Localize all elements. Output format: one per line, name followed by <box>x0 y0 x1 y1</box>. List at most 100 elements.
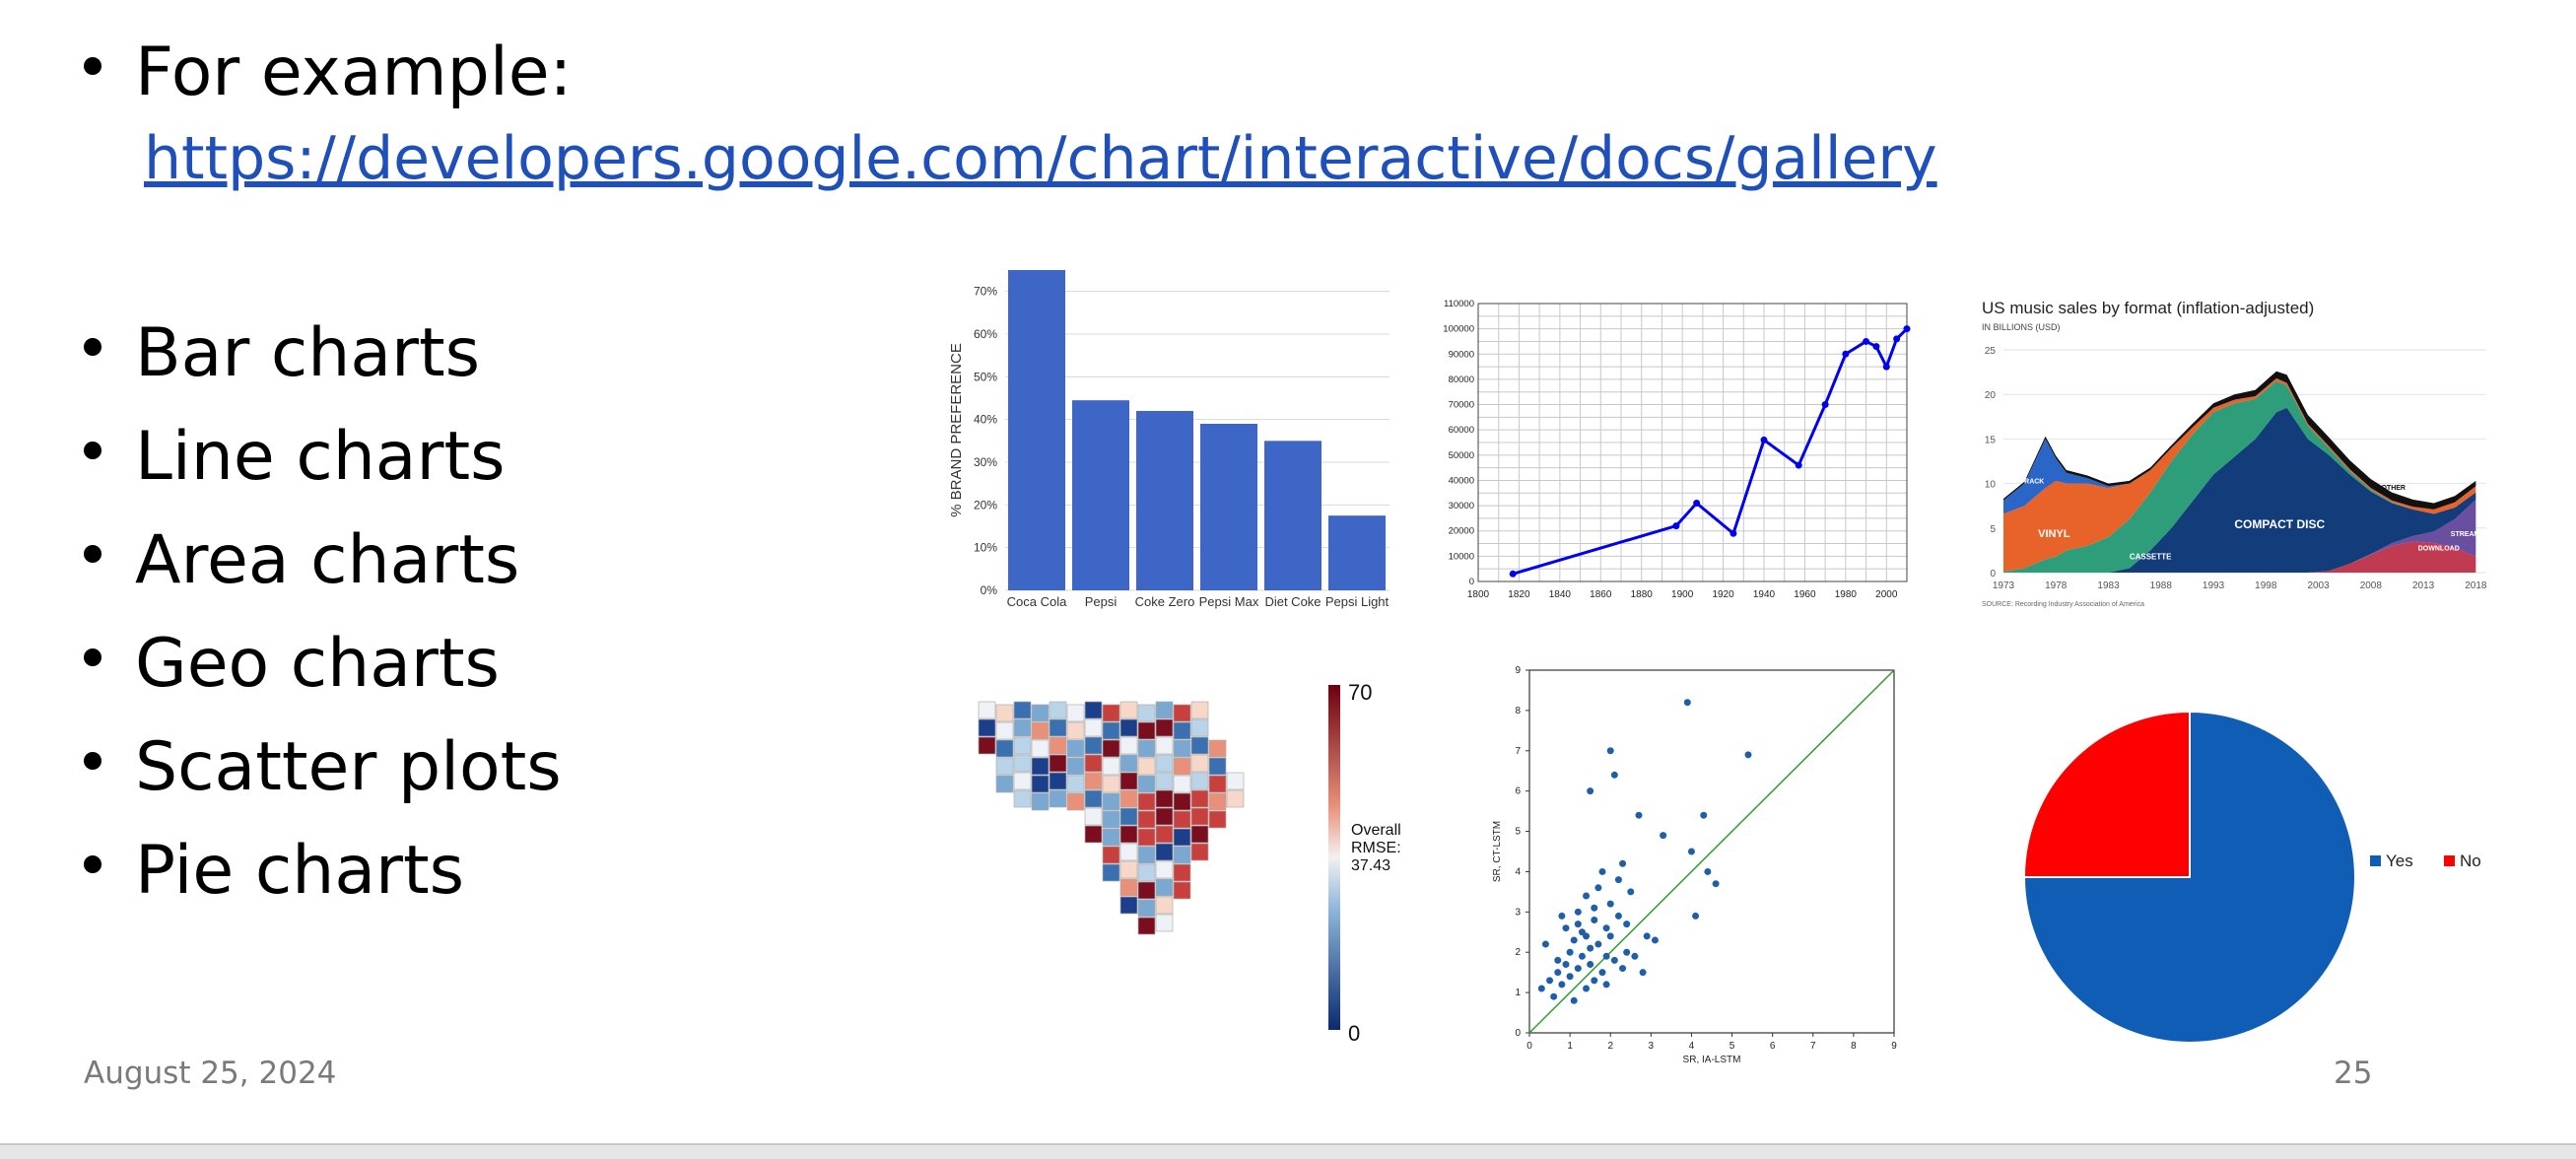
bar-category-label: Coca Cola <box>1007 594 1067 609</box>
scatter-ytick-label: 2 <box>1515 947 1521 958</box>
geo-county-cell <box>1137 775 1156 793</box>
line-point <box>1872 343 1880 351</box>
geo-county-cell <box>1173 721 1191 740</box>
geo-legend-title: RMSE: <box>1351 840 1401 856</box>
scatter-diagonal <box>1528 669 1895 1034</box>
geo-colorbar <box>1328 685 1340 1030</box>
scatter-point <box>1541 940 1549 948</box>
scatter-point <box>1591 904 1598 912</box>
scatter-xlabel: SR, IA-LSTM <box>1683 1055 1741 1065</box>
scatter-point <box>1570 936 1578 944</box>
scatter-point <box>1550 992 1558 1000</box>
geo-county-cell <box>1102 863 1120 882</box>
area-ytick-label: 5 <box>1990 524 1996 535</box>
geo-county-cell <box>995 704 1014 722</box>
scatter-point <box>1744 751 1752 759</box>
scatter-point <box>1643 932 1651 940</box>
geo-county-cell <box>1190 772 1209 790</box>
geo-county-cell <box>1066 721 1085 740</box>
geo-county-cell <box>1137 846 1156 864</box>
geo-county-cell <box>1190 736 1209 755</box>
scatter-point <box>1554 956 1562 964</box>
scatter-xtick-label: 1 <box>1567 1041 1573 1052</box>
scatter-point <box>1627 888 1635 896</box>
geo-county-cell <box>1084 736 1103 755</box>
area-series-label: COMPACT DISC <box>2234 517 2325 531</box>
geo-county-cell <box>1013 718 1032 737</box>
geo-county-cell <box>1155 843 1174 861</box>
scatter-point <box>1619 965 1627 973</box>
geo-county-cell <box>1119 825 1138 844</box>
geo-county-cell <box>995 775 1014 793</box>
gallery-link[interactable]: https://developers.google.com/chart/inte… <box>144 124 1937 193</box>
area-ytick-label: 20 <box>1985 390 1997 401</box>
geo-county-cell <box>1084 701 1103 719</box>
geo-county-cell <box>1208 757 1227 776</box>
window-bottom-bar <box>0 1143 2576 1159</box>
scatter-xtick-label: 9 <box>1891 1041 1897 1052</box>
geo-county-cell <box>995 757 1014 776</box>
scatter-point <box>1651 936 1659 944</box>
slide-date: August 25, 2024 <box>84 1056 337 1091</box>
area-source: SOURCE: Recording Industry Association o… <box>1982 601 2144 608</box>
area-series-label: 8-TRACK <box>2014 479 2045 486</box>
scatter-point <box>1614 912 1622 920</box>
bar-category-label: Coke Zero <box>1135 594 1195 609</box>
line-point <box>1729 529 1737 537</box>
pie-legend-swatch <box>2444 855 2455 866</box>
geo-county-cell <box>1119 860 1138 879</box>
bullet-dot <box>84 57 102 75</box>
line-ytick-label: 60000 <box>1449 425 1474 436</box>
geo-county-cell <box>1031 704 1050 722</box>
geo-county-cell <box>1013 772 1032 790</box>
area-layer-download <box>2003 541 2476 573</box>
geo-county-cell <box>1137 828 1156 847</box>
geo-county-cell <box>1066 792 1085 811</box>
bar-diet-coke <box>1264 441 1322 590</box>
geo-county-cell <box>1155 825 1174 844</box>
area-layer-vinyl <box>2003 377 2476 573</box>
geo-county-cell <box>1173 810 1191 829</box>
scatter-ytick-label: 7 <box>1515 746 1521 757</box>
scatter-ytick-label: 1 <box>1515 988 1521 998</box>
geo-county-cell <box>1155 914 1174 932</box>
scatter-point <box>1594 940 1602 948</box>
line-xtick-label: 1960 <box>1794 589 1816 600</box>
bullet-text: Geo charts <box>135 625 500 703</box>
scatter-point <box>1570 996 1578 1004</box>
bullet-text: Line charts <box>135 418 506 496</box>
geo-county-cell <box>1137 757 1156 776</box>
line-ytick-label: 30000 <box>1449 501 1474 511</box>
bar-ytick-label: 30% <box>974 455 997 469</box>
geo-county-cell <box>1066 739 1085 758</box>
geo-county-cell <box>1173 757 1191 776</box>
area-xtick-label: 1973 <box>1993 580 2015 591</box>
line-series <box>1512 327 1909 576</box>
geo-county-cell <box>1208 739 1227 758</box>
scatter-point <box>1562 960 1570 968</box>
scatter-point <box>1583 932 1591 940</box>
bullet-dot <box>84 648 102 666</box>
scatter-point <box>1587 944 1594 952</box>
bar-category-label: Diet Coke <box>1264 594 1321 609</box>
scatter-point <box>1614 876 1622 884</box>
geo-county-cell <box>1155 789 1174 808</box>
geo-county-cell <box>1119 807 1138 826</box>
bar-pepsi-max <box>1200 424 1257 590</box>
geo-county-cell <box>1173 775 1191 793</box>
area-xtick-label: 1983 <box>2097 580 2120 591</box>
geo-county-cell <box>1084 772 1103 790</box>
scatter-point <box>1623 920 1631 928</box>
scatter-xtick-label: 3 <box>1649 1041 1655 1052</box>
scatter-xtick-label: 2 <box>1607 1041 1613 1052</box>
scatter-point <box>1602 924 1610 932</box>
geo-county-cell <box>1066 757 1085 776</box>
geo-county-cell <box>1031 739 1050 758</box>
scatter-point <box>1631 952 1639 960</box>
scatter-ytick-label: 4 <box>1515 866 1521 877</box>
geo-county-cell <box>1155 718 1174 737</box>
bar-ytick-label: 20% <box>974 498 997 511</box>
geo-county-cell <box>1190 718 1209 737</box>
scatter-point <box>1687 848 1695 855</box>
area-series-label: CASSETTE <box>2130 552 2172 561</box>
